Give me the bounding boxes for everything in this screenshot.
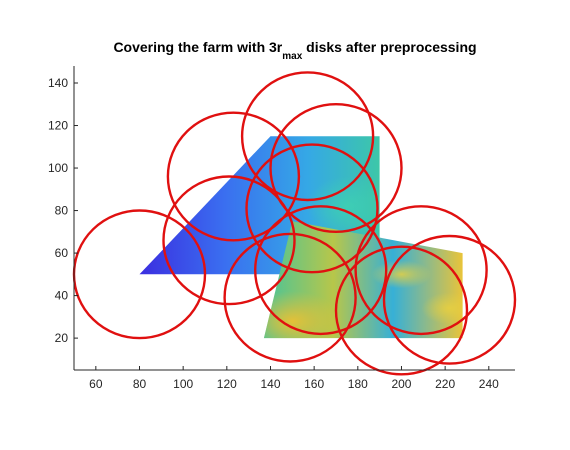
- y-tick-label: 40: [55, 289, 69, 303]
- disk-4: [240, 71, 375, 202]
- x-tick-label: 180: [348, 377, 368, 391]
- y-tick-label: 20: [55, 331, 69, 345]
- y-tick-label: 60: [55, 246, 69, 260]
- axes: 60 80 100 120 140 160 180 200 220 240 20 40 60 80 100 1…: [48, 66, 515, 391]
- disk-3: [162, 175, 296, 306]
- farm-regions: [139, 136, 463, 339]
- disk-10: [354, 205, 488, 336]
- x-tick-label: 120: [217, 377, 237, 391]
- disk-6: [245, 143, 379, 274]
- disk-9: [334, 245, 469, 376]
- chart-title: Covering the farm with 3rmax disks after…: [113, 39, 476, 62]
- x-tick-label: 100: [173, 377, 193, 391]
- field-shading: [421, 292, 463, 325]
- x-tick-label: 140: [260, 377, 280, 391]
- x-tick-label: 80: [133, 377, 147, 391]
- field-shading: [263, 291, 343, 339]
- disk-11: [382, 234, 517, 365]
- disk-5: [269, 102, 403, 233]
- y-tick-label: 140: [48, 76, 68, 90]
- x-tick-label: 200: [391, 377, 411, 391]
- y-tick-label: 80: [55, 204, 69, 218]
- coverage-disks: [72, 71, 517, 376]
- x-tick-label: 220: [435, 377, 455, 391]
- x-tick-label: 160: [304, 377, 324, 391]
- disk-2: [166, 111, 301, 242]
- field-shading: [371, 260, 432, 289]
- disk-7: [254, 205, 388, 336]
- y-tick-label: 100: [48, 161, 68, 175]
- x-tick-label: 60: [89, 377, 103, 391]
- x-tick-label: 240: [479, 377, 499, 391]
- y-tick-label: 120: [48, 119, 68, 133]
- disk-8: [223, 232, 357, 363]
- field-shading: [306, 176, 380, 237]
